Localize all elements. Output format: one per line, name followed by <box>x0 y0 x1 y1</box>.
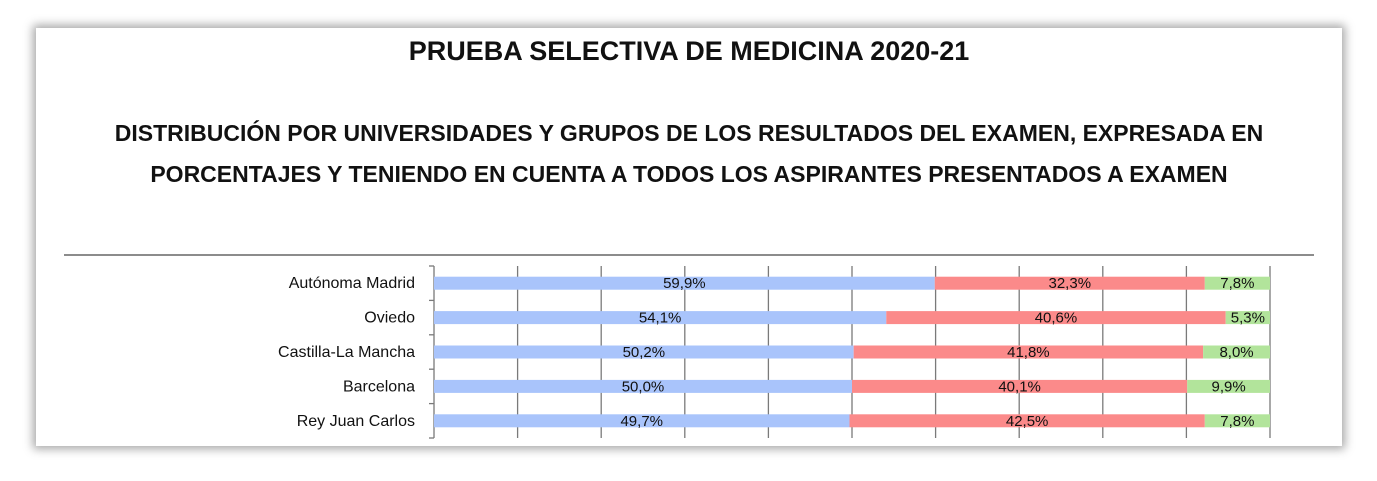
data-label: 7,8% <box>1220 275 1254 292</box>
bar-segment <box>434 345 854 359</box>
bar-segment <box>434 379 852 393</box>
data-label: 50,0% <box>622 378 665 395</box>
category-label: Barcelona <box>343 378 415 395</box>
category-label: Castilla-La Mancha <box>278 344 415 361</box>
data-label: 5,3% <box>1231 310 1265 327</box>
chart-subtitle-line-2: PORCENTAJES Y TENIENDO EN CUENTA A TODOS… <box>150 161 1228 187</box>
chart-card: PRUEBA SELECTIVA DE MEDICINA 2020-21 DIS… <box>36 28 1342 446</box>
data-label: 50,2% <box>623 344 666 361</box>
data-label: 54,1% <box>639 310 682 327</box>
divider <box>64 254 1314 256</box>
category-label: Autónoma Madrid <box>289 275 415 292</box>
chart-subtitle-line-1: DISTRIBUCIÓN POR UNIVERSIDADES Y GRUPOS … <box>114 120 1264 146</box>
stacked-bar-chart: Autónoma Madrid 59,9% 32,3% 7,8% Oviedo 54,1%… <box>278 265 1271 439</box>
bar-segment <box>1204 414 1270 428</box>
category-label: Oviedo <box>364 310 415 327</box>
page-title: PRUEBA SELECTIVA DE MEDICINA 2020-21 <box>408 36 970 66</box>
data-label: 40,6% <box>1035 310 1078 327</box>
data-label: 59,9% <box>663 275 706 292</box>
data-label: 32,3% <box>1049 275 1092 292</box>
bar-segment <box>1203 345 1270 359</box>
bar-segment <box>434 414 850 428</box>
bar-segment <box>1204 276 1270 290</box>
bar-segment <box>434 276 935 290</box>
bar-segment <box>886 311 1226 325</box>
data-label: 9,9% <box>1212 378 1246 395</box>
data-label: 41,8% <box>1007 344 1050 361</box>
bar-segment <box>852 379 1188 393</box>
data-label: 49,7% <box>620 413 663 430</box>
data-label: 7,8% <box>1220 413 1254 430</box>
data-label: 40,1% <box>998 378 1041 395</box>
bar-segment <box>434 311 887 325</box>
bar-segment <box>853 345 1204 359</box>
category-label: Rey Juan Carlos <box>297 413 415 430</box>
bar-segment <box>849 414 1205 428</box>
data-label: 42,5% <box>1006 413 1049 430</box>
bar-segment <box>1225 311 1270 325</box>
bar-segment <box>1187 379 1270 393</box>
data-label: 8,0% <box>1219 344 1253 361</box>
bar-segment <box>934 276 1205 290</box>
